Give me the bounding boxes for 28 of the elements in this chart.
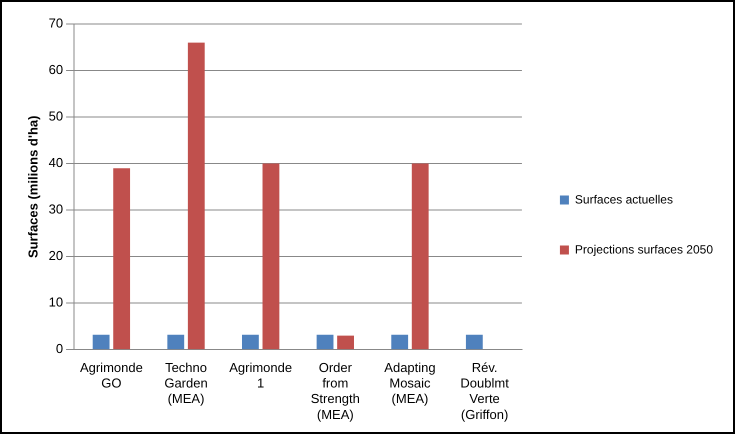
bar xyxy=(391,334,408,350)
bar xyxy=(316,334,334,350)
y-tick-label: 10 xyxy=(48,294,64,310)
bar xyxy=(92,334,110,350)
y-axis-title: Surfaces (milions d'ha) xyxy=(25,116,40,258)
bar xyxy=(113,168,130,350)
y-tick-label: 70 xyxy=(48,16,64,31)
bar xyxy=(466,334,483,350)
x-tick-label: Adapting Mosaic (MEA) xyxy=(384,360,436,406)
y-tick-label: 40 xyxy=(48,155,64,170)
y-tick-label: 20 xyxy=(48,248,64,264)
y-tick-label: 30 xyxy=(48,202,64,217)
x-tick-label: Agrimonde GO xyxy=(80,360,143,391)
bar xyxy=(167,334,184,350)
bar xyxy=(262,164,280,350)
bar xyxy=(188,42,205,350)
y-tick-label: 50 xyxy=(48,108,64,124)
bar xyxy=(337,336,354,350)
x-tick-label: Rév. Doublmt Verte (Griffon) xyxy=(460,360,510,422)
y-tick-label: 60 xyxy=(48,62,64,78)
legend-label: Surfaces actuelles xyxy=(574,192,673,206)
x-tick-label: Techno Garden (MEA) xyxy=(164,360,208,406)
bar xyxy=(412,164,429,350)
legend-label: Projections surfaces 2050 xyxy=(574,242,714,256)
y-tick-label: 0 xyxy=(56,341,64,356)
x-tick-label: Order from Strength (MEA) xyxy=(310,360,360,422)
x-tick-label: Agrimonde 1 xyxy=(229,360,292,391)
bar xyxy=(242,334,259,350)
